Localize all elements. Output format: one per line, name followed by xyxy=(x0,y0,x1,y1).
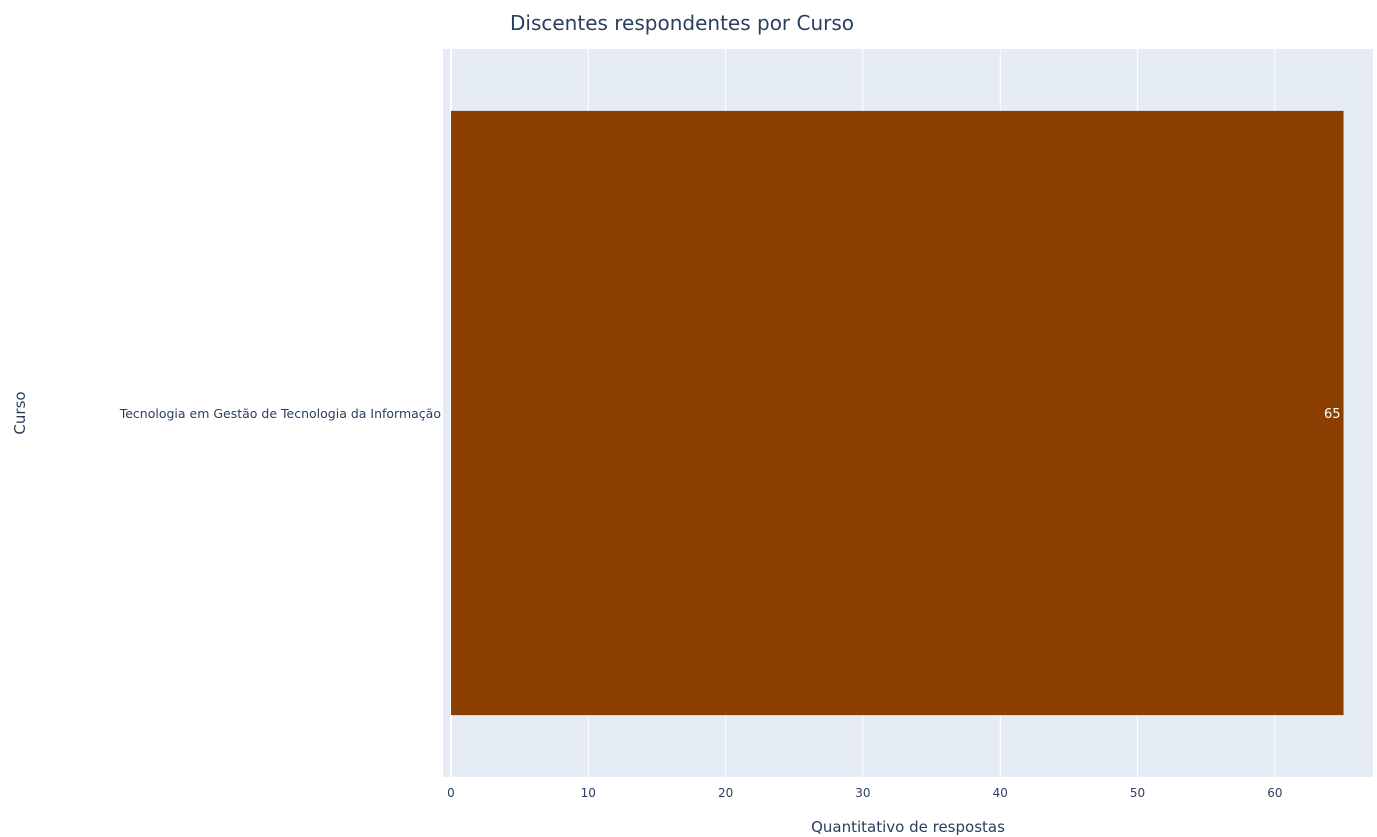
x-tick-label: 50 xyxy=(1130,786,1145,800)
x-axis-ticks: 0 10 20 30 40 50 60 xyxy=(447,786,1282,800)
x-tick-label: 0 xyxy=(447,786,455,800)
x-tick-label: 10 xyxy=(581,786,596,800)
y-axis-categories: Tecnologia em Gestão de Tecnologia da In… xyxy=(119,406,441,421)
chart-title: Discentes respondentes por Curso xyxy=(510,11,854,35)
y-axis-title: Curso xyxy=(11,391,29,434)
x-tick-label: 40 xyxy=(993,786,1008,800)
x-axis-title: Quantitativo de respostas xyxy=(811,818,1005,836)
x-tick-label: 60 xyxy=(1267,786,1282,800)
x-tick-label: 30 xyxy=(855,786,870,800)
bar-data-label: 65 xyxy=(1324,407,1341,422)
bar xyxy=(451,110,1344,716)
bars: 65 xyxy=(451,110,1344,716)
y-category-label: Tecnologia em Gestão de Tecnologia da In… xyxy=(119,406,441,421)
x-tick-label: 20 xyxy=(718,786,733,800)
